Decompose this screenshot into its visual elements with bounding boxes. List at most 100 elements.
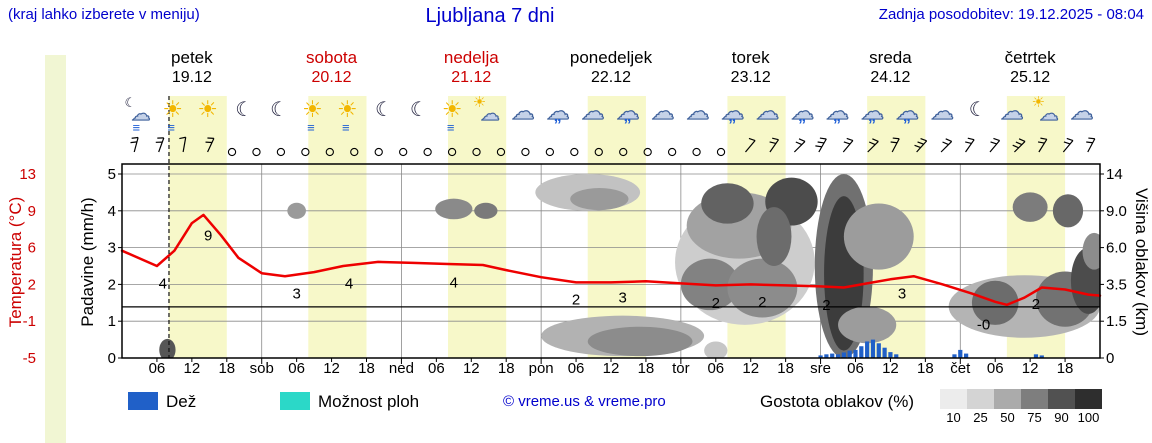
cloud-icon: ☁: [686, 98, 710, 124]
weather-icon-cloud-rain: ☁”: [821, 95, 855, 134]
weather-icon-cloud: ☁: [577, 95, 611, 129]
copyright-link[interactable]: © vreme.us & vreme.pro: [503, 393, 666, 410]
sun-icon: ☀: [441, 96, 463, 122]
cloud-icon: ☁: [616, 98, 640, 124]
temp-value-label: 4: [159, 275, 167, 292]
cloud-blob: [843, 203, 914, 270]
wind-barb-icon: [940, 138, 953, 153]
daylight-band: [308, 96, 367, 358]
temp-value-label: 4: [450, 274, 458, 291]
hour-label: 06: [568, 360, 585, 377]
wind-barb-icon: [1012, 138, 1026, 153]
snow-marks-icon: ≡: [132, 120, 141, 135]
hour-label: 06: [288, 360, 305, 377]
density-swatch-10: [940, 389, 967, 409]
weather-icon-cloud: ☁: [751, 95, 785, 129]
weather-icon-sun-snow: ☀ ≡: [297, 95, 331, 135]
temp-value-label: 2: [572, 292, 580, 309]
hour-label: 06: [707, 360, 724, 377]
snow-marks-icon: ≡: [167, 120, 175, 135]
precip-tick: 5: [108, 166, 116, 183]
wind-calm-icon: [521, 147, 530, 157]
hour-label: 18: [777, 360, 794, 377]
daylight-band: [448, 96, 507, 358]
day-date: 21.12: [451, 69, 492, 86]
density-swatch-90: [1048, 389, 1075, 409]
density-swatch-100: [1075, 389, 1102, 409]
weather-icon-cloud: ☁: [1066, 95, 1100, 129]
density-tick-label: 90: [1054, 410, 1069, 425]
wind-barb-icon: [867, 138, 879, 153]
cloud-blob: [1052, 194, 1084, 228]
wind-barb-icon: [1037, 137, 1048, 153]
day-short-label: pon: [529, 360, 554, 377]
wind-calm-icon: [570, 147, 579, 157]
day-date: 22.12: [590, 69, 632, 86]
axis-ticks: [118, 173, 1104, 364]
wind-barb-icon: [130, 136, 139, 153]
cloud-blob: [727, 258, 798, 318]
hour-label: 18: [917, 360, 934, 377]
day-name-nedelja: nedelja: [443, 48, 499, 67]
precip-bar: [830, 353, 835, 358]
wind-barb-icon: [1062, 137, 1074, 153]
weather-icon-cloud: ☁: [507, 95, 541, 129]
cloud-blob: [1082, 232, 1100, 270]
height-tick: 0: [1106, 350, 1114, 367]
moon-icon: ☾: [235, 99, 254, 121]
rain-marks-icon: ”: [728, 117, 737, 134]
hour-label: 06: [987, 360, 1004, 377]
wind-barb-icon: [155, 137, 165, 153]
temp-value-label: 3: [292, 286, 300, 303]
temp-value-label: 3: [898, 286, 906, 303]
height-tick: 1.5: [1106, 313, 1127, 330]
wind-calm-icon: [716, 147, 726, 157]
precip-bar: [952, 354, 957, 358]
cloud-density-scale: 10 25 50 75 90 100: [940, 389, 1102, 425]
location-hint: (kraj lahko izberete v meniju): [8, 6, 200, 23]
hour-label: 12: [742, 360, 759, 377]
snow-marks-icon: ≡: [446, 120, 455, 135]
hour-label: 12: [1022, 360, 1039, 377]
temp-tick: -1: [23, 313, 36, 330]
weather-icon-cloud-rain: ☁”: [856, 95, 890, 134]
precip-bar: [865, 341, 870, 358]
weather-icon-sun-snow: ☀ ≡: [332, 95, 366, 135]
rain-marks-icon: ”: [833, 117, 842, 134]
density-tick-label: 75: [1027, 410, 1042, 425]
hour-label: 06: [847, 360, 864, 377]
wind-barb-icon: [793, 138, 806, 153]
precip-bar: [894, 354, 899, 358]
wind-calm-icon: [325, 147, 334, 157]
wind-barb-icon: [769, 137, 780, 153]
cloud-blob: [1012, 192, 1048, 222]
density-tick-label: 10: [946, 410, 961, 425]
day-bands: [168, 96, 1066, 358]
density-swatch-50: [994, 389, 1021, 409]
wind-barb-icon: [914, 138, 928, 153]
hour-label: 06: [149, 360, 166, 377]
precip-bar: [882, 347, 887, 358]
day-date: 19.12: [171, 69, 212, 86]
temp-tick: 9: [28, 203, 36, 220]
wind-calm-icon: [594, 147, 603, 157]
temp-value-label: 9: [204, 227, 212, 244]
cloud-icon: ☁: [480, 104, 500, 125]
precip-bar: [876, 343, 881, 358]
hour-label: 12: [603, 360, 620, 377]
hour-label: 18: [358, 360, 375, 377]
day-name-torek: torek: [731, 48, 770, 67]
wind-calm-icon: [667, 147, 677, 157]
cloud-blob: [287, 202, 306, 219]
sun-icon: ☀: [1031, 94, 1046, 111]
wind-calm-icon: [276, 147, 286, 157]
cloud-blob: [704, 341, 728, 358]
wind-calm-icon: [472, 147, 481, 157]
temp-value-label: 2: [822, 297, 830, 314]
day-date: 25.12: [1010, 69, 1051, 86]
precip-bars: [818, 339, 1044, 358]
temp-value-label: 4: [345, 275, 353, 292]
weather-icon-moon: ☾: [367, 95, 401, 129]
precip-tick: 0: [108, 350, 116, 367]
precip-bar: [1033, 354, 1039, 358]
